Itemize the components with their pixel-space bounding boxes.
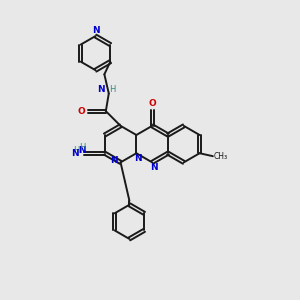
Text: N: N [134, 154, 142, 163]
Text: H: H [109, 85, 116, 94]
Text: N: N [150, 163, 158, 172]
Text: N: N [97, 85, 104, 94]
Text: O: O [148, 99, 156, 108]
Text: N: N [92, 26, 99, 35]
Text: N: N [71, 149, 79, 158]
Text: N: N [110, 155, 118, 164]
Text: O: O [78, 106, 86, 116]
Text: N: N [78, 146, 85, 155]
Text: H: H [80, 143, 86, 152]
Text: CH₃: CH₃ [213, 152, 227, 161]
Text: H: H [73, 146, 79, 155]
